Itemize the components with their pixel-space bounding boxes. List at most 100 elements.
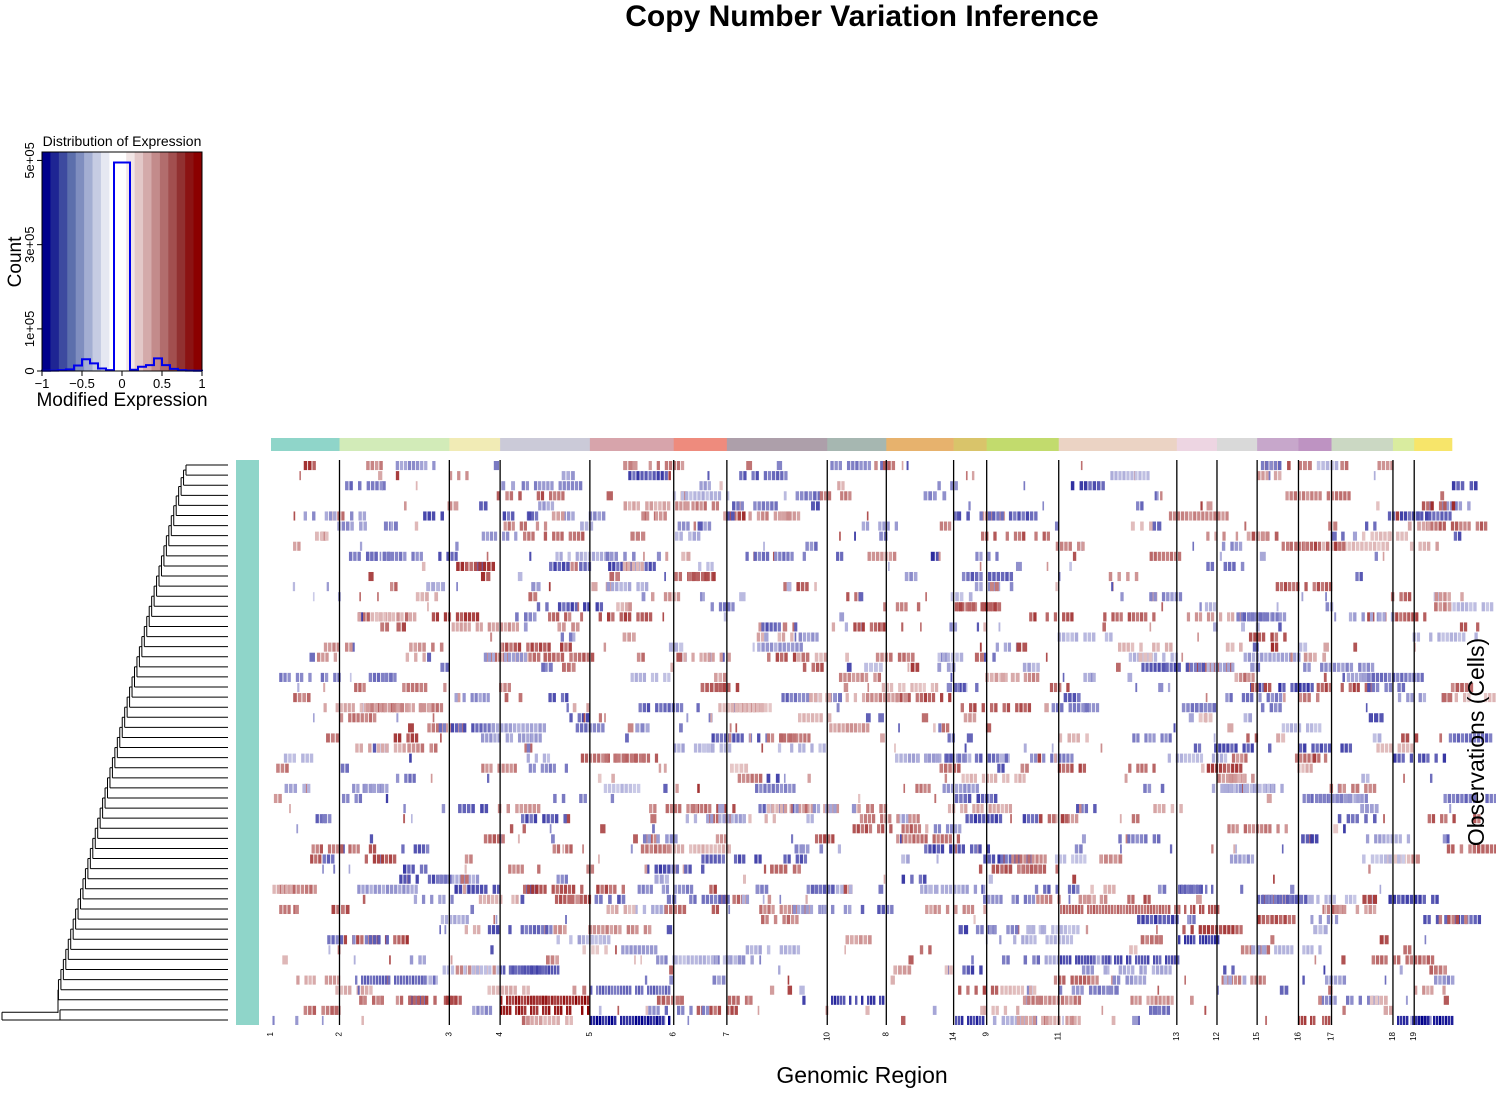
heatmap-cell [685, 491, 689, 501]
heatmap-cell [1227, 612, 1231, 622]
heatmap-cell [1228, 773, 1233, 783]
heatmap-cell [809, 693, 813, 703]
heatmap-cell [508, 925, 512, 935]
heatmap-cell [525, 723, 530, 733]
histogram-title: Distribution of Expression [43, 133, 202, 149]
heatmap-cell [1481, 602, 1485, 612]
heatmap-cell [511, 652, 516, 662]
heatmap-cell [701, 1005, 705, 1015]
heatmap-cell [851, 672, 856, 682]
heatmap-cell [958, 682, 962, 693]
heatmap-cell [866, 693, 870, 703]
heatmap-cell [1152, 834, 1157, 844]
heatmap-cell [364, 975, 367, 985]
heatmap-cell [566, 561, 570, 571]
heatmap-cell [740, 733, 744, 743]
heatmap-cell [1283, 632, 1287, 642]
heatmap-cell [1448, 733, 1453, 743]
heatmap-cell [568, 531, 572, 541]
heatmap-cell [523, 652, 528, 662]
heatmap-cell [582, 652, 586, 662]
heatmap-cell [629, 985, 632, 995]
heatmap-cell [564, 612, 568, 622]
heatmap-cell [509, 824, 514, 834]
heatmap-cell [528, 743, 533, 753]
heatmap-cell [1021, 935, 1025, 945]
heatmap-cell [524, 743, 528, 753]
heatmap-cell [779, 652, 784, 662]
heatmap-cell [1453, 632, 1458, 642]
heatmap-cell [1061, 763, 1066, 773]
heatmap-cell [427, 874, 432, 884]
heatmap-cell [1274, 945, 1278, 955]
heatmap-cell [1072, 703, 1077, 713]
heatmap-cell [637, 945, 641, 955]
heatmap-cell [1212, 602, 1217, 612]
heatmap-cell [482, 561, 487, 571]
heatmap-cell [420, 743, 425, 753]
heatmap-cell [1211, 935, 1214, 945]
heatmap-cell [1405, 995, 1408, 1005]
heatmap-cell [542, 1005, 545, 1015]
heatmap-cell [1468, 844, 1472, 854]
heatmap-cell [949, 965, 953, 975]
heatmap-cell [1031, 672, 1036, 682]
heatmap-cell [1283, 582, 1288, 592]
heatmap-cell [1045, 652, 1048, 662]
heatmap-cell [379, 481, 384, 491]
heatmap-cell [1022, 995, 1027, 1005]
heatmap-cell [823, 491, 828, 501]
heatmap-cell [1250, 612, 1255, 622]
heatmap-cell [1284, 985, 1289, 995]
heatmap-cell [1449, 632, 1454, 642]
heatmap-cell [326, 733, 330, 743]
heatmap-cell [962, 753, 966, 763]
heatmap-cell [1078, 804, 1082, 814]
heatmap-cell [475, 874, 480, 884]
heatmap-cell [1485, 844, 1489, 854]
heatmap-cell [569, 1015, 573, 1025]
heatmap-cell [1318, 915, 1322, 925]
heatmap-cell [552, 763, 556, 773]
heatmap-cell [1162, 995, 1166, 1005]
heatmap-cell [602, 1015, 605, 1025]
heatmap-cell [546, 501, 550, 511]
heatmap-cell [902, 965, 907, 975]
heatmap-cell [1169, 662, 1173, 672]
heatmap-cell [765, 501, 770, 511]
heatmap-cell [758, 773, 763, 783]
heatmap-cell [683, 652, 687, 662]
heatmap-cell [774, 864, 779, 874]
heatmap-cell [1254, 975, 1258, 985]
heatmap-cell [438, 723, 442, 733]
heatmap-cell [550, 501, 555, 511]
heatmap-cell [273, 793, 278, 804]
heatmap-cell [873, 622, 878, 632]
heatmap-cell [976, 1015, 979, 1025]
heatmap-cell [1153, 804, 1157, 814]
heatmap-cell [703, 481, 707, 491]
heatmap-cell [896, 834, 900, 844]
heatmap-cell [897, 652, 902, 662]
heatmap-cell [1271, 612, 1275, 622]
heatmap-cell [1436, 511, 1440, 521]
heatmap-cell [1052, 995, 1056, 1005]
heatmap-cell [1347, 541, 1351, 551]
heatmap-cell [766, 804, 771, 814]
heatmap-cell [859, 461, 863, 471]
heatmap-cell [994, 773, 998, 783]
cnv-heatmap [272, 461, 1496, 1025]
heatmap-cell [1420, 672, 1424, 682]
heatmap-cell [1137, 915, 1141, 925]
heatmap-cell [1422, 693, 1427, 703]
heatmap-cell [1096, 904, 1099, 915]
heatmap-cell [1213, 622, 1218, 632]
heatmap-cell [407, 874, 411, 884]
chromosome-band [673, 438, 728, 451]
heatmap-cell [658, 763, 662, 773]
heatmap-cell [396, 622, 401, 632]
heatmap-cell [659, 703, 663, 713]
heatmap-cell [1162, 804, 1166, 814]
heatmap-cell [796, 582, 800, 592]
heatmap-cell [513, 642, 517, 652]
